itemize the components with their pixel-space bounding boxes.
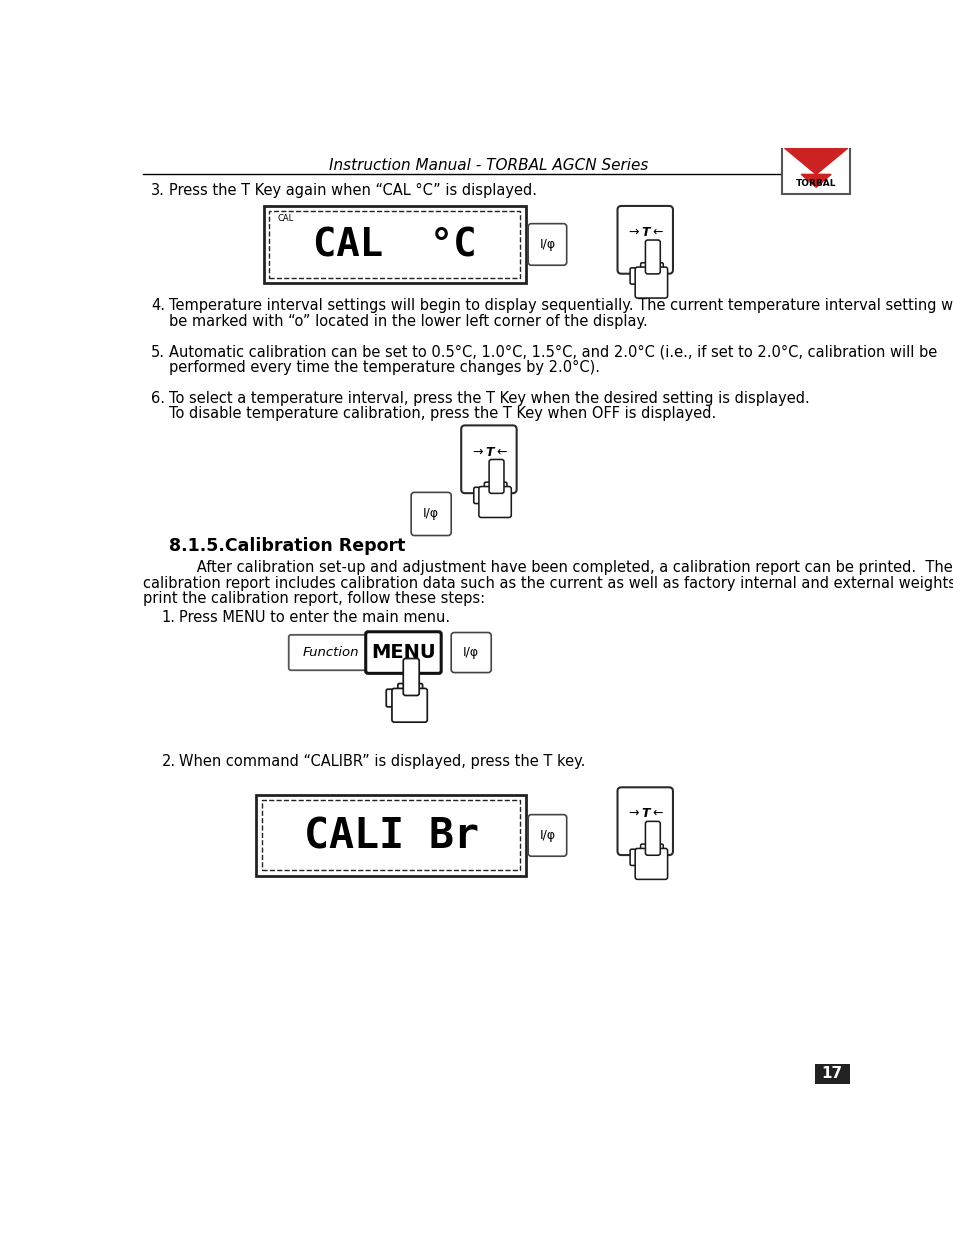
Text: To select a temperature interval, press the T Key when the desired setting is di: To select a temperature interval, press …	[170, 390, 809, 406]
Polygon shape	[801, 174, 830, 188]
FancyBboxPatch shape	[474, 488, 485, 504]
FancyBboxPatch shape	[386, 689, 398, 706]
Text: CAL: CAL	[277, 214, 294, 222]
Text: Temperature interval settings will begin to display sequentially. The current te: Temperature interval settings will begin…	[170, 299, 953, 314]
Text: Press the T Key again when “CAL °C” is displayed.: Press the T Key again when “CAL °C” is d…	[170, 183, 537, 198]
Polygon shape	[783, 148, 847, 174]
FancyBboxPatch shape	[652, 844, 662, 856]
Text: Press MENU to enter the main menu.: Press MENU to enter the main menu.	[179, 610, 450, 625]
Text: CALI Br: CALI Br	[303, 816, 478, 858]
Text: 17: 17	[821, 1066, 842, 1081]
Text: $\rightarrow$$\bfit{T}$$\leftarrow$: $\rightarrow$$\bfit{T}$$\leftarrow$	[625, 226, 663, 240]
FancyBboxPatch shape	[403, 658, 418, 695]
FancyBboxPatch shape	[451, 632, 491, 673]
Bar	[781, 147, 849, 194]
FancyBboxPatch shape	[629, 268, 641, 284]
Text: Function: Function	[302, 646, 359, 659]
FancyBboxPatch shape	[392, 688, 427, 722]
Text: To disable temperature calibration, press the T Key when OFF is displayed.: To disable temperature calibration, pres…	[170, 406, 716, 421]
FancyBboxPatch shape	[289, 635, 373, 671]
Text: performed every time the temperature changes by 2.0°C).: performed every time the temperature cha…	[170, 359, 599, 375]
Text: I/φ: I/φ	[538, 829, 555, 842]
FancyBboxPatch shape	[617, 206, 672, 274]
FancyBboxPatch shape	[645, 821, 659, 856]
FancyBboxPatch shape	[646, 844, 657, 856]
Text: 6.: 6.	[151, 390, 165, 406]
Text: I/φ: I/φ	[423, 508, 438, 520]
Text: After calibration set-up and adjustment have been completed, a calibration repor: After calibration set-up and adjustment …	[170, 561, 952, 576]
Text: I/φ: I/φ	[462, 646, 478, 659]
FancyBboxPatch shape	[646, 263, 657, 274]
Text: Automatic calibration can be set to 0.5°C, 1.0°C, 1.5°C, and 2.0°C (i.e., if set: Automatic calibration can be set to 0.5°…	[170, 345, 937, 359]
FancyBboxPatch shape	[640, 263, 650, 274]
Text: Instruction Manual - TORBAL AGCN Series: Instruction Manual - TORBAL AGCN Series	[329, 158, 648, 173]
FancyBboxPatch shape	[411, 683, 422, 697]
FancyBboxPatch shape	[397, 683, 409, 697]
FancyBboxPatch shape	[528, 224, 566, 266]
Bar	[261, 800, 520, 871]
Bar	[269, 211, 520, 278]
Text: 4.: 4.	[151, 299, 165, 314]
FancyBboxPatch shape	[617, 787, 672, 855]
Text: When command “CALIBR” is displayed, press the T key.: When command “CALIBR” is displayed, pres…	[179, 755, 585, 769]
Text: 8.1.5.Calibration Report: 8.1.5.Calibration Report	[170, 537, 405, 555]
Bar	[264, 206, 525, 283]
Text: $\rightarrow$$\bfit{T}$$\leftarrow$: $\rightarrow$$\bfit{T}$$\leftarrow$	[625, 808, 663, 820]
FancyBboxPatch shape	[404, 683, 416, 697]
FancyBboxPatch shape	[629, 850, 641, 866]
Text: I/φ: I/φ	[538, 238, 555, 251]
Text: TORBAL: TORBAL	[795, 179, 836, 188]
Text: $\rightarrow$$\bfit{T}$$\leftarrow$: $\rightarrow$$\bfit{T}$$\leftarrow$	[470, 446, 507, 458]
FancyBboxPatch shape	[489, 459, 503, 493]
Text: 2.: 2.	[161, 755, 175, 769]
Text: print the calibration report, follow these steps:: print the calibration report, follow the…	[143, 592, 485, 606]
FancyBboxPatch shape	[497, 482, 506, 494]
Text: MENU: MENU	[371, 643, 436, 662]
FancyBboxPatch shape	[484, 482, 495, 494]
FancyBboxPatch shape	[640, 844, 650, 856]
Text: 3.: 3.	[151, 183, 165, 198]
Text: CAL  °C: CAL °C	[313, 227, 476, 266]
FancyBboxPatch shape	[652, 263, 662, 274]
Bar	[814, 1063, 849, 1084]
FancyBboxPatch shape	[460, 425, 517, 493]
FancyBboxPatch shape	[490, 482, 500, 494]
FancyBboxPatch shape	[528, 815, 566, 856]
Bar	[256, 795, 525, 876]
FancyBboxPatch shape	[645, 240, 659, 274]
FancyBboxPatch shape	[478, 487, 511, 517]
FancyBboxPatch shape	[411, 493, 451, 536]
Text: be marked with “o” located in the lower left corner of the display.: be marked with “o” located in the lower …	[170, 314, 647, 329]
FancyBboxPatch shape	[635, 267, 667, 298]
Text: calibration report includes calibration data such as the current as well as fact: calibration report includes calibration …	[143, 576, 953, 590]
Text: 1.: 1.	[161, 610, 175, 625]
FancyBboxPatch shape	[635, 848, 667, 879]
Text: 5.: 5.	[151, 345, 165, 359]
FancyBboxPatch shape	[365, 632, 440, 673]
